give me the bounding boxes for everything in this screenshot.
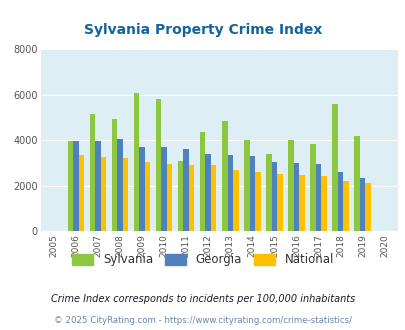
Bar xyxy=(183,149,188,231)
Bar xyxy=(156,99,161,231)
Bar xyxy=(73,141,79,231)
Text: Crime Index corresponds to incidents per 100,000 inhabitants: Crime Index corresponds to incidents per… xyxy=(51,294,354,304)
Bar xyxy=(222,121,227,231)
Bar xyxy=(315,164,320,231)
Bar xyxy=(122,158,128,231)
Bar xyxy=(177,161,183,231)
Bar xyxy=(343,181,348,231)
Bar xyxy=(205,154,211,231)
Bar xyxy=(188,165,194,231)
Text: Sylvania Property Crime Index: Sylvania Property Crime Index xyxy=(83,23,322,37)
Bar xyxy=(79,155,84,231)
Bar xyxy=(354,136,359,231)
Bar xyxy=(359,178,364,231)
Bar xyxy=(277,174,282,231)
Bar xyxy=(298,175,304,231)
Bar xyxy=(145,162,150,231)
Bar xyxy=(68,141,73,231)
Bar xyxy=(100,157,106,231)
Bar xyxy=(111,119,117,231)
Bar xyxy=(139,147,145,231)
Bar xyxy=(331,104,337,231)
Bar xyxy=(95,141,100,231)
Bar xyxy=(337,172,343,231)
Bar xyxy=(134,93,139,231)
Bar xyxy=(90,114,95,231)
Bar xyxy=(117,139,122,231)
Bar xyxy=(320,176,326,231)
Bar xyxy=(232,170,238,231)
Bar xyxy=(161,147,166,231)
Bar xyxy=(211,165,216,231)
Bar xyxy=(265,154,271,231)
Bar xyxy=(309,144,315,231)
Bar xyxy=(364,183,370,231)
Bar xyxy=(249,156,254,231)
Bar xyxy=(199,132,205,231)
Bar xyxy=(271,162,277,231)
Bar xyxy=(293,163,298,231)
Bar xyxy=(227,155,232,231)
Text: © 2025 CityRating.com - https://www.cityrating.com/crime-statistics/: © 2025 CityRating.com - https://www.city… xyxy=(54,316,351,325)
Legend: Sylvania, Georgia, National: Sylvania, Georgia, National xyxy=(72,253,333,266)
Bar xyxy=(243,140,249,231)
Bar xyxy=(254,172,260,231)
Bar xyxy=(288,140,293,231)
Bar xyxy=(166,164,172,231)
